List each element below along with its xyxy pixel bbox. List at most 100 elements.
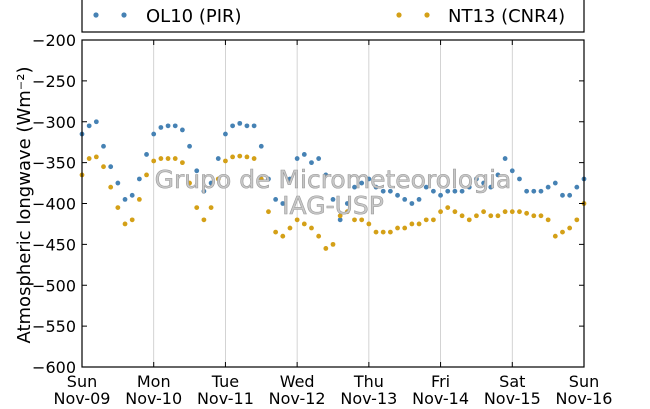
y-axis-label: Atmospheric longwave (Wm⁻²) [14,66,35,343]
data-point [545,184,551,190]
data-point [402,225,408,231]
data-point [373,229,379,235]
legend: OL10 (PIR) NT13 (CNR4) [81,0,585,33]
data-point [466,217,472,223]
data-point [509,168,515,174]
data-point [438,192,443,198]
data-point [187,180,192,186]
data-point [567,192,573,198]
data-point [237,120,243,126]
data-point [287,176,293,182]
data-point [115,180,121,186]
data-point [208,205,214,210]
data-point [431,188,436,194]
data-point [552,180,558,186]
data-point [409,221,415,227]
x-tick-label-date: Nov-10 [125,389,182,408]
data-point [151,158,157,164]
y-tick-label: −200 [32,31,76,50]
x-tick-label-day: Tue [211,372,239,391]
data-point [223,158,228,164]
data-point [502,209,508,215]
data-point [258,176,264,182]
data-point [423,217,429,223]
data-point [359,217,365,223]
data-point [459,213,465,219]
legend-label-ol10: OL10 (PIR) [146,6,242,27]
data-point [344,201,350,206]
gridlines [153,40,513,367]
data-point [237,153,243,159]
x-tick-label-day: Thu [353,372,384,391]
legend-marker-nt13 [396,12,402,18]
data-point [488,184,494,190]
data-point [438,209,443,215]
data-point [387,188,393,194]
data-point [531,188,537,194]
data-point [136,197,142,202]
data-point [517,176,522,182]
data-point [108,164,114,170]
data-point [517,209,522,215]
data-point [316,156,322,161]
data-point [330,241,336,247]
data-point [251,156,257,161]
data-point [158,156,164,161]
data-point [445,188,451,194]
data-point [366,221,372,227]
x-axis: SunNov-09MonNov-10TueNov-11WedNov-12ThuN… [54,40,612,408]
data-point [323,172,329,178]
data-point [129,192,135,198]
data-point [129,217,135,223]
data-point [416,197,422,202]
data-point [309,160,314,166]
data-point [165,123,171,129]
data-point [101,143,106,149]
data-point [330,197,336,202]
data-point [316,233,322,239]
data-point [258,143,264,149]
y-tick-label: −350 [32,154,76,173]
x-tick-label-date: Nov-14 [412,389,469,408]
legend-frame [81,0,585,33]
data-point [187,143,192,149]
data-point [93,119,99,125]
x-tick-label-date: Nov-15 [484,389,541,408]
data-point [86,156,92,161]
data-point [502,156,508,161]
data-point [488,213,494,219]
data-point [552,233,558,239]
data-point [481,180,486,186]
data-point [538,188,544,194]
data-point [144,152,149,157]
data-point [280,201,286,206]
y-tick-label: −450 [32,235,76,254]
data-point [495,172,501,178]
series-layer [79,119,587,251]
data-point [223,131,228,137]
x-tick-label-date: Nov-13 [340,389,397,408]
legend-marker-ol10 [121,12,127,18]
x-tick-label-day: Sun [67,372,97,391]
legend-label-nt13: NT13 (CNR4) [448,6,565,27]
data-point [538,213,544,219]
data-point [323,246,329,251]
data-point [180,127,185,133]
data-point [266,209,271,215]
data-point [93,154,99,160]
y-tick-label: −600 [32,358,76,377]
y-tick-label: −500 [32,276,76,295]
data-point [136,176,142,182]
y-tick-label: −300 [32,113,76,132]
data-point [359,180,365,186]
data-point [301,152,307,157]
data-point [266,176,271,182]
data-point [244,123,250,129]
data-point [251,123,257,129]
data-point [201,217,207,223]
series-nt13-cnr4 [79,153,587,251]
data-point [474,213,479,219]
plot-frame-background [82,40,584,367]
data-point [294,156,300,161]
